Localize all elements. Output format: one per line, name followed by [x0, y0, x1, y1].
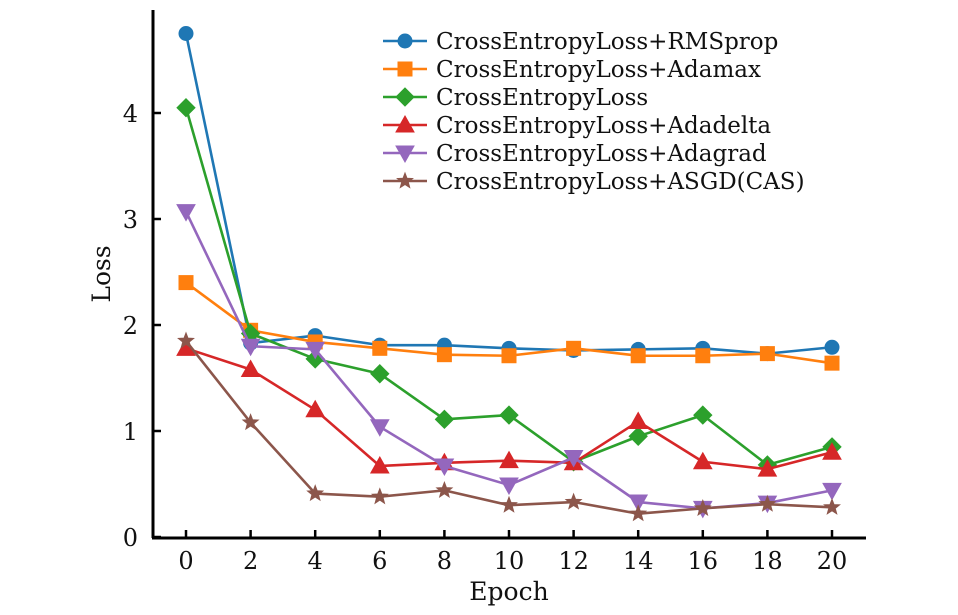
- x-tick-label: 4: [308, 547, 323, 575]
- x-ticks: 0 2 4 6 8 10 12 14 16 18 20: [178, 530, 847, 575]
- series-crossentropyloss-asgd-cas-: [177, 331, 841, 522]
- legend-label: CrossEntropyLoss+RMSprop: [436, 29, 778, 55]
- y-ticks: 0 1 2 3 4: [123, 100, 161, 552]
- y-tick-label: 0: [123, 524, 138, 552]
- legend-marker: [396, 171, 414, 189]
- data-point: [176, 97, 196, 118]
- data-point: [628, 494, 649, 513]
- data-point: [370, 487, 389, 505]
- legend-marker: [395, 87, 415, 107]
- legend-item: CrossEntropyLoss+Adamax: [383, 57, 761, 83]
- legend-label: CrossEntropyLoss: [436, 85, 648, 111]
- data-point: [628, 411, 649, 429]
- y-tick-label: 4: [123, 100, 138, 128]
- y-tick-label: 2: [123, 312, 138, 340]
- data-point: [695, 348, 711, 364]
- x-tick-label: 6: [372, 547, 387, 575]
- data-point: [176, 204, 196, 222]
- x-tick-label: 18: [752, 547, 783, 575]
- data-point: [563, 450, 584, 468]
- legend-marker: [397, 61, 413, 77]
- data-point: [501, 348, 517, 364]
- legend-item: CrossEntropyLoss: [383, 85, 648, 111]
- data-point: [824, 355, 840, 371]
- y-tick-label: 1: [123, 418, 138, 446]
- y-tick-label: 3: [123, 206, 138, 234]
- data-point: [629, 504, 648, 522]
- data-point: [435, 480, 454, 498]
- data-point: [823, 497, 841, 515]
- data-point: [500, 495, 518, 513]
- data-point: [759, 346, 775, 362]
- x-axis-title: Epoch: [469, 577, 548, 606]
- data-point: [564, 492, 583, 510]
- data-point: [628, 426, 648, 447]
- data-point: [566, 340, 582, 356]
- data-point: [692, 451, 713, 470]
- legend-item: CrossEntropyLoss+Adagrad: [383, 141, 767, 167]
- data-point: [370, 364, 390, 384]
- legend-label: CrossEntropyLoss+ASGD(CAS): [436, 169, 805, 195]
- y-axis-title: Loss: [87, 245, 116, 302]
- data-point: [822, 482, 842, 501]
- legend-label: CrossEntropyLoss+Adagrad: [436, 141, 767, 167]
- data-point: [177, 331, 195, 349]
- data-point: [240, 338, 261, 357]
- data-point: [499, 477, 519, 496]
- legend-item: CrossEntropyLoss+RMSprop: [383, 29, 778, 55]
- x-tick-label: 14: [623, 547, 654, 575]
- legend-label: CrossEntropyLoss+Adadelta: [436, 113, 771, 139]
- data-point: [305, 399, 326, 418]
- x-tick-label: 2: [243, 547, 258, 575]
- data-point: [499, 450, 519, 469]
- x-tick-label: 8: [437, 547, 452, 575]
- data-point: [372, 340, 388, 356]
- data-point: [758, 494, 777, 512]
- legend-item: CrossEntropyLoss+Adadelta: [383, 113, 771, 139]
- legend: CrossEntropyLoss+RMSpropCrossEntropyLoss…: [383, 29, 805, 195]
- data-point: [630, 348, 646, 364]
- data-point: [693, 498, 712, 516]
- legend-marker: [397, 33, 413, 49]
- series-layer: [176, 26, 842, 522]
- data-point: [369, 419, 390, 437]
- data-point: [436, 347, 452, 363]
- data-point: [757, 459, 778, 477]
- series-crossentropyloss-adamax: [178, 275, 840, 371]
- data-point: [240, 359, 261, 378]
- data-point: [434, 409, 455, 430]
- data-point: [499, 405, 519, 425]
- data-point: [369, 455, 390, 474]
- legend-marker: [395, 114, 415, 133]
- x-tick-label: 12: [558, 547, 589, 575]
- data-point: [178, 275, 194, 291]
- legend-label: CrossEntropyLoss+Adamax: [436, 57, 761, 83]
- x-tick-label: 20: [817, 547, 848, 575]
- data-point: [434, 458, 455, 476]
- data-point: [306, 484, 325, 502]
- x-tick-label: 10: [494, 547, 525, 575]
- data-point: [178, 26, 194, 41]
- x-tick-label: 0: [178, 547, 193, 575]
- legend-marker: [395, 145, 415, 164]
- data-point: [693, 405, 713, 425]
- data-point: [822, 442, 842, 460]
- data-point: [824, 339, 840, 355]
- data-point: [305, 341, 326, 360]
- data-point: [241, 413, 260, 431]
- x-tick-label: 16: [688, 547, 719, 575]
- legend-item: CrossEntropyLoss+ASGD(CAS): [383, 169, 805, 195]
